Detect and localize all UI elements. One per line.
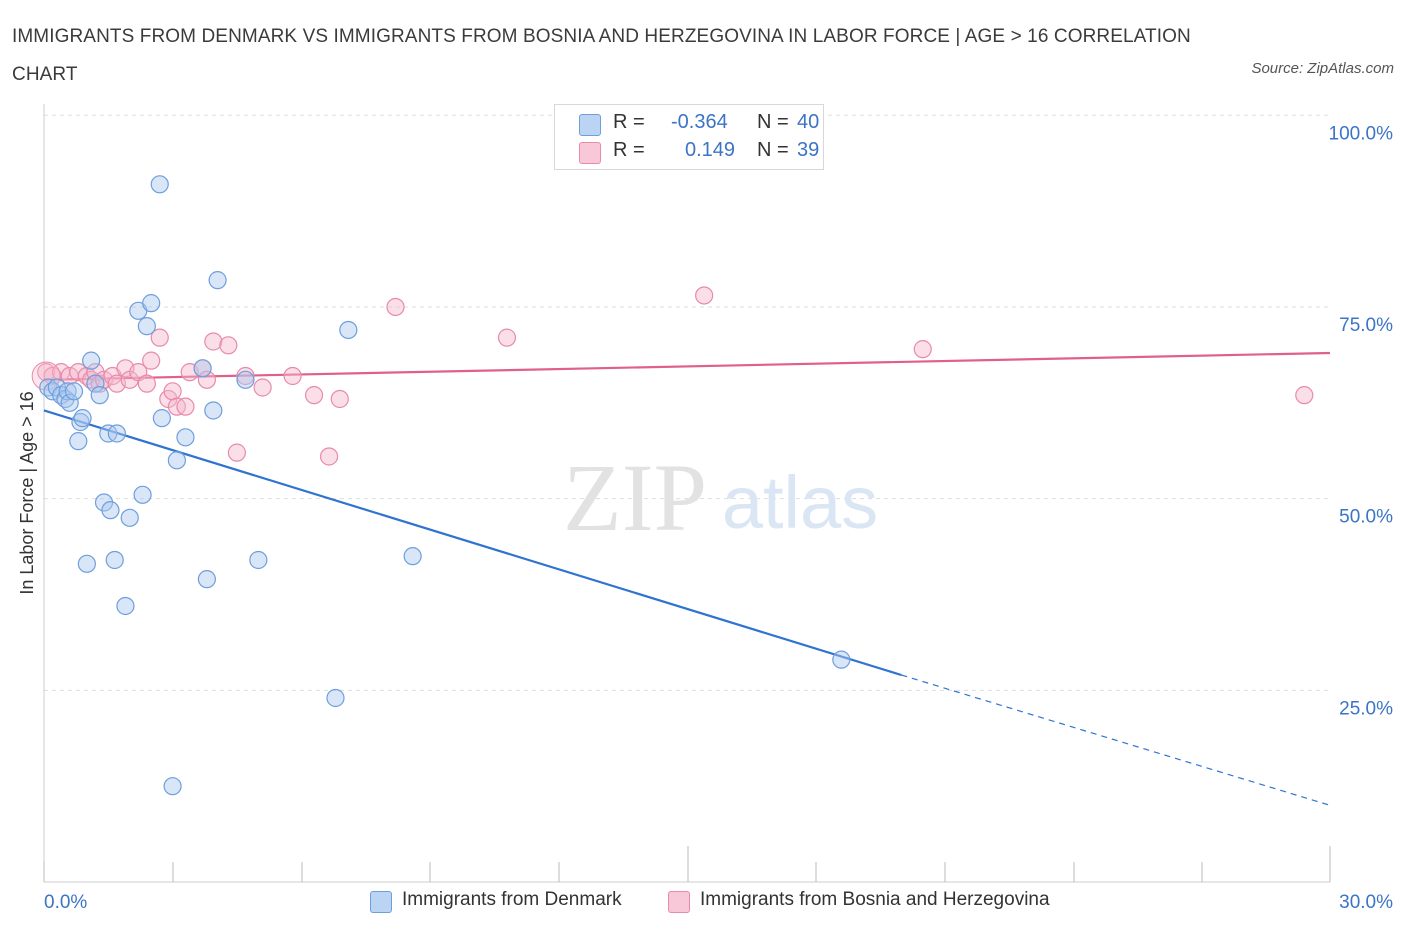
- blue-r-value: -0.364: [671, 111, 728, 134]
- y-tick-label: 25.0%: [1339, 698, 1393, 719]
- pink-data-point: [284, 367, 301, 384]
- blue-data-point: [138, 318, 155, 335]
- pink-data-point: [498, 329, 515, 346]
- blue-data-point: [143, 295, 160, 312]
- blue-data-point: [108, 425, 125, 442]
- pink-data-point: [254, 379, 271, 396]
- legend-n-label: N =: [757, 111, 789, 134]
- denmark-swatch: [370, 891, 392, 913]
- pink-r-value: 0.149: [685, 139, 735, 162]
- y-tick-label: 75.0%: [1339, 315, 1393, 336]
- bosnia-label: Immigrants from Bosnia and Herzegovina: [700, 889, 1050, 911]
- denmark-label: Immigrants from Denmark: [402, 889, 622, 911]
- bosnia-swatch: [668, 891, 690, 913]
- trend-lines: [44, 353, 1330, 805]
- pink-data-point: [696, 287, 713, 304]
- y-tick-label: 50.0%: [1339, 507, 1393, 528]
- blue-trend-extension: [901, 675, 1330, 805]
- pink-swatch: [579, 142, 601, 164]
- blue-data-point: [121, 509, 138, 526]
- blue-swatch: [579, 114, 601, 136]
- watermark-zip: ZIP: [563, 444, 707, 551]
- x-tick-label: 30.0%: [1339, 892, 1393, 913]
- blue-data-point: [205, 402, 222, 419]
- legend-r-label: R =: [613, 111, 645, 134]
- pink-data-point: [143, 352, 160, 369]
- pink-data-point: [331, 390, 348, 407]
- blue-data-point: [177, 429, 194, 446]
- blue-data-point: [91, 387, 108, 404]
- pink-n-value: 39: [797, 139, 819, 162]
- blue-data-point: [134, 486, 151, 503]
- pink-data-point: [177, 398, 194, 415]
- gridlines: [44, 115, 1330, 690]
- pink-data-point: [205, 333, 222, 350]
- blue-data-point: [250, 551, 267, 568]
- y-tick-label: 100.0%: [1329, 123, 1394, 144]
- blue-data-point: [194, 360, 211, 377]
- blue-data-point: [151, 176, 168, 193]
- blue-data-point: [153, 410, 170, 427]
- blue-data-point: [70, 433, 87, 450]
- blue-data-point: [66, 383, 83, 400]
- blue-data-point: [833, 651, 850, 668]
- blue-data-point: [83, 352, 100, 369]
- correlation-legend: R = -0.364 N = 40 R = 0.149 N = 39: [554, 104, 824, 170]
- pink-data-point: [228, 444, 245, 461]
- blue-data-point: [404, 548, 421, 565]
- blue-data-point: [74, 410, 91, 427]
- pink-data-point: [138, 375, 155, 392]
- blue-data-point: [327, 689, 344, 706]
- legend-n-label: N =: [757, 139, 789, 162]
- pink-data-point: [914, 341, 931, 358]
- blue-n-value: 40: [797, 111, 819, 134]
- y-axis-label: In Labor Force | Age > 16: [17, 391, 37, 594]
- watermark-atlas: atlas: [722, 461, 878, 544]
- blue-data-point: [117, 597, 134, 614]
- blue-data-point: [78, 555, 95, 572]
- x-tick-label: 0.0%: [44, 892, 87, 913]
- tick-labels: 25.0% 50.0% 75.0% 100.0% 0.0% 30.0%: [44, 123, 1393, 913]
- blue-data-point: [164, 778, 181, 795]
- pink-data-point: [306, 387, 323, 404]
- pink-data-point: [164, 383, 181, 400]
- blue-data-point: [102, 502, 119, 519]
- blue-data-point: [168, 452, 185, 469]
- blue-data-point: [237, 371, 254, 388]
- pink-data-point: [387, 298, 404, 315]
- blue-data-point: [198, 571, 215, 588]
- watermark: ZIP atlas: [563, 444, 878, 551]
- pink-data-point: [1296, 387, 1313, 404]
- blue-data-point: [209, 272, 226, 289]
- pink-data-point: [321, 448, 338, 465]
- blue-data-point: [340, 321, 357, 338]
- legend-r-label: R =: [613, 139, 645, 162]
- pink-data-point: [220, 337, 237, 354]
- blue-data-point: [106, 551, 123, 568]
